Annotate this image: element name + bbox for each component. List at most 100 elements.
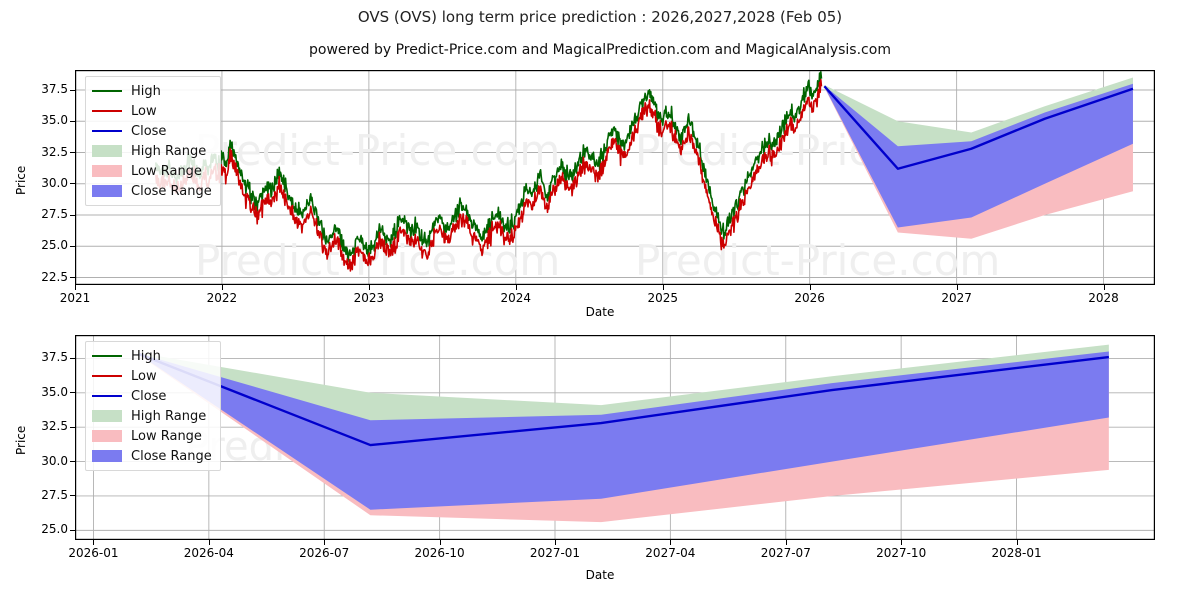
- swatch: [92, 145, 122, 157]
- legend-patch-swatch-icon: [92, 429, 122, 443]
- y-tick-mark: [70, 392, 75, 394]
- x-tick-label: 2023: [353, 291, 385, 305]
- bottom-chart-xaxis-label: Date: [585, 568, 615, 582]
- y-tick-mark: [70, 245, 75, 247]
- legend-line-swatch-icon: [92, 389, 122, 403]
- legend-item-low-range[interactable]: Low Range: [92, 426, 212, 446]
- x-tick-mark: [662, 285, 664, 290]
- legend-item-high-range[interactable]: High Range: [92, 406, 212, 426]
- swatch: [92, 90, 122, 92]
- x-tick-label: 2026-07: [299, 546, 350, 560]
- y-tick-mark: [70, 426, 75, 428]
- x-tick-mark: [324, 540, 326, 545]
- x-tick-label: 2024: [500, 291, 532, 305]
- x-tick-label: 2027-07: [760, 546, 811, 560]
- legend-item-close[interactable]: Close: [92, 121, 212, 141]
- x-tick-label: 2021: [59, 291, 91, 305]
- x-tick-mark: [670, 540, 672, 545]
- swatch: [92, 110, 122, 112]
- legend-item-close[interactable]: Close: [92, 386, 212, 406]
- legend-item-label: Low: [131, 368, 157, 384]
- x-tick-label: 2026-01: [68, 546, 119, 560]
- top-chart-yaxis-label: Price: [14, 165, 28, 195]
- swatch: [92, 185, 122, 197]
- y-tick-mark: [70, 529, 75, 531]
- x-tick-mark: [208, 540, 210, 545]
- legend-line-swatch-icon: [92, 369, 122, 383]
- y-tick-mark: [70, 495, 75, 497]
- page-title: OVS (OVS) long term price prediction : 2…: [357, 8, 843, 26]
- legend-line-swatch-icon: [92, 124, 122, 138]
- legend-item-label: High: [131, 348, 161, 364]
- legend-item-high-range[interactable]: High Range: [92, 141, 212, 161]
- y-tick-mark: [70, 461, 75, 463]
- swatch: [92, 165, 122, 177]
- x-tick-label: 2028-01: [991, 546, 1042, 560]
- x-tick-mark: [901, 540, 903, 545]
- y-tick-label: 25.0: [41, 522, 68, 537]
- y-tick-label: 22.5: [41, 269, 68, 284]
- x-tick-label: 2022: [206, 291, 238, 305]
- legend-patch-swatch-icon: [92, 184, 122, 198]
- legend-line-swatch-icon: [92, 104, 122, 118]
- swatch: [92, 395, 122, 397]
- y-tick-label: 32.5: [41, 144, 68, 159]
- legend-item-high[interactable]: High: [92, 81, 212, 101]
- x-tick-label: 2028: [1088, 291, 1119, 305]
- top-chart-legend[interactable]: High Low Close High Range Low Range Close Ran…: [85, 76, 221, 206]
- legend-item-label: Close: [131, 123, 167, 139]
- x-tick-mark: [1016, 540, 1018, 545]
- legend-item-label: Low: [131, 103, 157, 119]
- x-tick-mark: [785, 540, 787, 545]
- legend-item-label: High Range: [131, 408, 207, 424]
- legend-line-swatch-icon: [92, 84, 122, 98]
- top-chart-xaxis-label: Date: [585, 305, 615, 319]
- legend-item-low-range[interactable]: Low Range: [92, 161, 212, 181]
- x-tick-mark: [515, 285, 517, 290]
- x-tick-mark: [555, 540, 556, 545]
- legend-item-close-range[interactable]: Close Range: [92, 181, 212, 201]
- legend-item-label: Close Range: [131, 183, 212, 199]
- svg-text:Predict-Price.com: Predict-Price.com: [635, 236, 1000, 285]
- y-tick-label: 25.0: [41, 238, 68, 253]
- swatch: [92, 375, 122, 377]
- swatch: [92, 355, 122, 357]
- x-tick-label: 2027-01: [529, 546, 581, 560]
- y-tick-mark: [70, 183, 75, 185]
- legend-item-label: High Range: [131, 143, 207, 159]
- y-tick-label: 35.0: [41, 113, 68, 128]
- x-tick-mark: [75, 285, 76, 290]
- y-tick-mark: [70, 357, 75, 359]
- legend-item-label: Low Range: [131, 163, 202, 179]
- y-tick-label: 37.5: [41, 82, 68, 96]
- bottom-chart-yaxis-label: Price: [14, 425, 28, 455]
- x-tick-label: 2026: [794, 291, 825, 305]
- legend-item-high[interactable]: High: [92, 346, 212, 366]
- x-tick-label: 2026-04: [183, 546, 234, 560]
- y-tick-mark: [70, 214, 75, 216]
- x-tick-mark: [368, 285, 370, 290]
- y-tick-label: 30.0: [41, 175, 68, 190]
- x-tick-label: 2027-04: [645, 546, 696, 560]
- legend-patch-swatch-icon: [92, 144, 122, 158]
- legend-item-low[interactable]: Low: [92, 101, 212, 121]
- top-chart-svg: Predict-Price.com Predict-Price.comPredic…: [75, 70, 1155, 285]
- y-tick-mark: [70, 120, 75, 122]
- top-chart-plot-area: Predict-Price.com Predict-Price.com Predic…: [75, 70, 1155, 285]
- x-tick-mark: [93, 540, 95, 545]
- legend-item-low[interactable]: Low: [92, 366, 212, 386]
- legend-item-label: High: [131, 83, 161, 99]
- x-tick-mark: [1103, 285, 1105, 290]
- legend-item-close-range[interactable]: Close Range: [92, 446, 212, 466]
- x-tick-mark: [809, 285, 811, 290]
- legend-patch-swatch-icon: [92, 409, 122, 423]
- y-tick-label: 30.0: [41, 453, 68, 468]
- x-tick-mark: [439, 540, 441, 545]
- y-tick-mark: [70, 152, 75, 153]
- legend-patch-swatch-icon: [92, 164, 122, 178]
- bottom-chart-legend[interactable]: High Low Close High Range Low Range Close Ran…: [85, 341, 221, 471]
- x-tick-label: 2026-10: [414, 546, 465, 560]
